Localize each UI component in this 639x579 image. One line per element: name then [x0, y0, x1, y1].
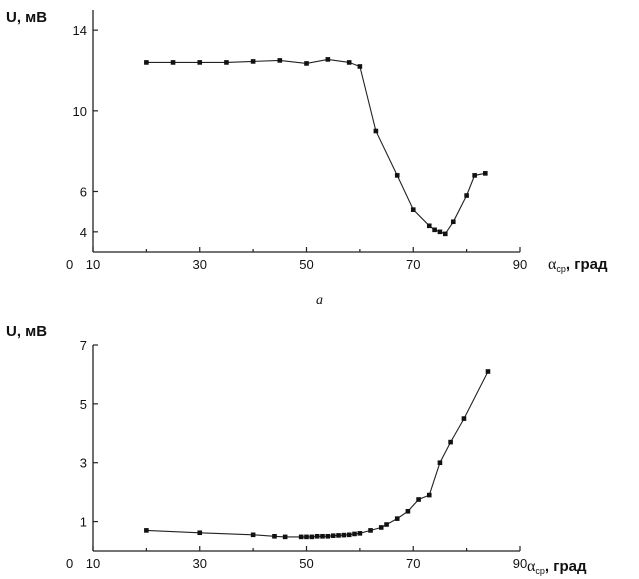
- data-point-b-8: [314, 533, 320, 539]
- data-point-a-20: [483, 171, 488, 176]
- data-point-b-17: [368, 528, 373, 533]
- y-tick-label-a-10: 10: [73, 104, 87, 119]
- data-point-b-7: [309, 534, 315, 540]
- data-point-b-18: [378, 525, 384, 530]
- x-axis-unit-b: , град: [545, 558, 587, 575]
- data-point-a-8: [346, 60, 352, 65]
- y-tick-label-a-14: 14: [73, 23, 87, 38]
- data-point-a-12: [410, 207, 416, 212]
- data-point-b-15: [352, 531, 357, 537]
- data-point-b-13: [341, 532, 347, 538]
- y-tick-label-a-4: 4: [80, 225, 87, 240]
- data-point-a-18: [464, 193, 469, 198]
- data-point-b-0: [144, 528, 149, 533]
- data-point-a-2: [197, 60, 203, 65]
- x-tick-label-a-10: 10: [86, 257, 100, 272]
- x-tick-label-b-50: 50: [299, 556, 313, 571]
- ticks-b: 10 30 50 70 90 1 3 5 7: [80, 338, 527, 571]
- data-point-a-7: [325, 57, 331, 62]
- data-point-b-14: [346, 532, 352, 538]
- y-tick-label-a-6: 6: [80, 185, 87, 200]
- data-point-a-19: [472, 173, 477, 178]
- y-tick-label-b-1: 1: [80, 515, 87, 530]
- x-tick-label-b-30: 30: [193, 556, 207, 571]
- data-point-a-17: [450, 219, 456, 225]
- x-tick-label-b-90: 90: [513, 556, 527, 571]
- data-point-b-26: [461, 416, 467, 421]
- x-axis-title-b: αср, град: [527, 558, 587, 576]
- x-tick-label-a-70: 70: [406, 257, 420, 272]
- data-point-b-2: [250, 532, 256, 538]
- data-point-a-3: [224, 60, 229, 65]
- x-tick-label-b-10: 10: [86, 556, 100, 571]
- x-axis-subscript-b: ср: [535, 566, 545, 576]
- origin-label-a: 0: [66, 257, 73, 272]
- data-point-b-9: [320, 533, 325, 539]
- y-axis-title-b: U, мВ: [6, 323, 47, 340]
- data-point-b-25: [448, 439, 453, 445]
- y-axis-title-a: U, мВ: [6, 9, 47, 26]
- origin-label-b: 0: [66, 556, 73, 571]
- data-point-b-4: [282, 534, 288, 540]
- x-axis-symbol-a: α: [548, 256, 557, 273]
- x-axis-subscript-a: ср: [556, 264, 566, 274]
- data-point-b-24: [437, 460, 443, 466]
- data-point-b-11: [330, 533, 336, 538]
- data-point-b-1: [197, 530, 203, 536]
- chart-a: 10 30 50 70 90 4 6 10 14 U, мВ 0 αср, град а: [6, 9, 608, 308]
- x-tick-label-a-50: 50: [299, 257, 313, 272]
- data-point-b-19: [384, 522, 389, 527]
- data-point-a-15: [437, 229, 443, 235]
- data-point-a-13: [426, 223, 432, 229]
- y-tick-label-b-3: 3: [80, 456, 87, 471]
- y-tick-label-b-5: 5: [80, 397, 87, 412]
- series-group-a: [144, 57, 488, 237]
- x-tick-label-b-70: 70: [406, 556, 420, 571]
- data-point-b-20: [394, 516, 400, 521]
- chart-b: 10 30 50 70 90 1 3 5 7 U, мВ 0 αср, град: [6, 323, 587, 576]
- data-point-b-6: [304, 534, 309, 540]
- series-group-b: [144, 369, 491, 540]
- data-point-a-9: [357, 64, 363, 69]
- data-point-a-1: [170, 60, 176, 65]
- data-point-b-10: [325, 533, 331, 539]
- caption-a: а: [316, 293, 323, 308]
- data-point-b-16: [357, 531, 363, 536]
- data-point-b-5: [298, 534, 304, 540]
- data-point-b-3: [272, 533, 277, 539]
- series-line-a-0: [146, 58, 486, 235]
- data-point-b-12: [336, 533, 341, 538]
- x-axis-unit-a: , град: [566, 256, 608, 273]
- data-point-a-10: [373, 128, 379, 134]
- data-point-b-22: [416, 497, 421, 502]
- data-point-a-11: [394, 173, 400, 178]
- ticks-a: 10 30 50 70 90 4 6 10 14: [73, 23, 528, 272]
- data-point-b-23: [426, 492, 432, 498]
- data-point-a-0: [144, 60, 149, 65]
- series-line-b-0: [146, 371, 489, 538]
- x-tick-label-a-90: 90: [513, 257, 527, 272]
- x-axis-symbol-b: α: [527, 558, 536, 575]
- data-point-b-21: [405, 508, 411, 514]
- data-point-a-14: [432, 227, 437, 233]
- data-point-a-5: [277, 58, 283, 63]
- data-point-b-27: [485, 369, 491, 374]
- y-tick-label-b-7: 7: [80, 338, 87, 353]
- x-tick-label-a-30: 30: [193, 257, 207, 272]
- data-point-a-6: [304, 61, 309, 66]
- data-point-a-16: [442, 231, 448, 237]
- x-axis-title-a: αср, град: [548, 256, 608, 274]
- data-point-a-4: [250, 59, 256, 64]
